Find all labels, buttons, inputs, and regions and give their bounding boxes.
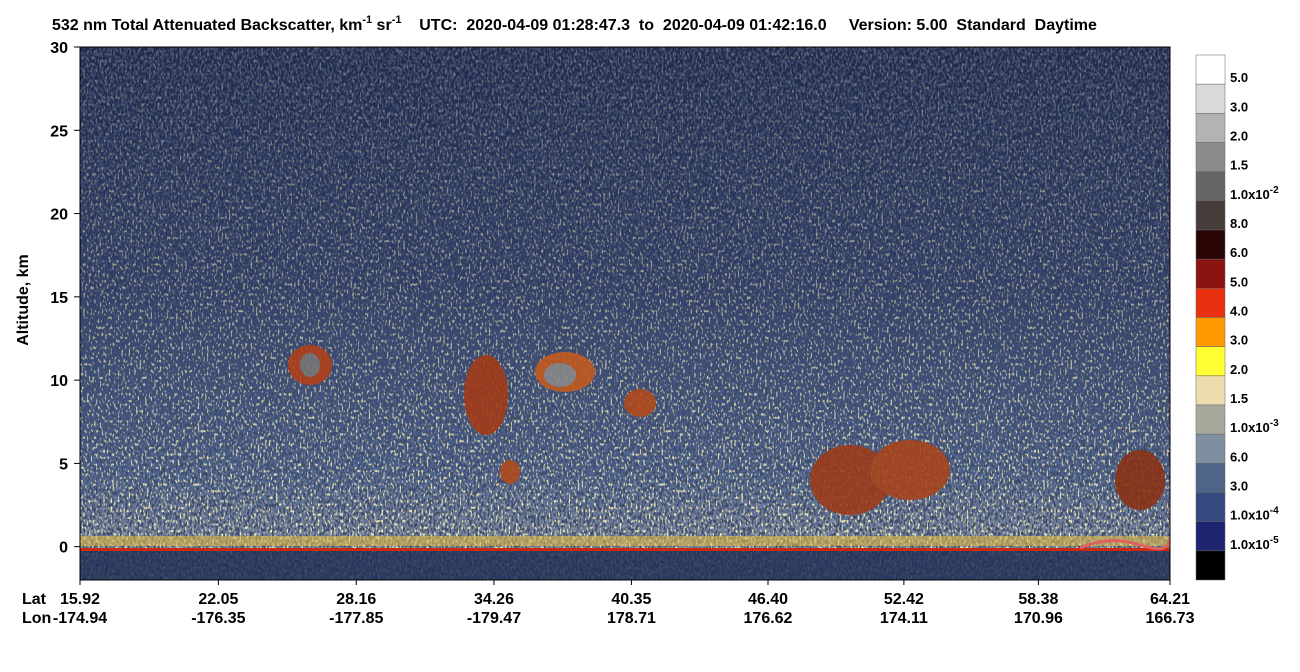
- x-tick-label: 46.40: [748, 591, 788, 608]
- colorbar-swatch: [1195, 317, 1226, 347]
- colorbar-swatch: [1195, 492, 1226, 522]
- colorbar-label: 5.0: [1230, 274, 1248, 289]
- y-tick-label: 0: [59, 540, 68, 557]
- colorbar-label: 3.0: [1230, 479, 1248, 494]
- chart-title: 532 nm Total Attenuated Backscatter, km-…: [52, 14, 1097, 34]
- colorbar-swatch: [1195, 171, 1226, 202]
- y-tick-label: 15: [50, 290, 68, 307]
- colorbar-swatch: [1195, 142, 1226, 172]
- colorbar-swatch: [1195, 404, 1226, 435]
- colorbar-swatch: [1195, 258, 1226, 289]
- x2-tick-label: 170.96: [1014, 610, 1063, 627]
- x-tick-label: 28.16: [336, 591, 376, 608]
- x2-tick-label: -179.47: [467, 610, 521, 627]
- colorbar-label-exponent: -5: [1270, 535, 1279, 546]
- colorbar-label-text: 5.0: [1230, 70, 1248, 85]
- colorbar-label-exponent: -3: [1270, 418, 1279, 429]
- x-tick-label: 40.35: [611, 591, 651, 608]
- colorbar-label-text: 8.0: [1230, 216, 1248, 231]
- colorbar-swatch: [1195, 288, 1226, 318]
- colorbar-label-text: 6.0: [1230, 449, 1248, 464]
- colorbar-label: 8.0: [1230, 216, 1248, 231]
- colorbar-label: 1.0x10-5: [1230, 535, 1279, 552]
- colorbar-label-exponent: -4: [1270, 506, 1279, 517]
- lat-row-label: Lat: [22, 591, 47, 608]
- colorbar-label: 1.0x10-3: [1230, 418, 1279, 435]
- colorbar-swatch: [1195, 550, 1226, 581]
- title-text: 532 nm Total Attenuated Backscatter, km: [52, 17, 362, 34]
- colorbar-label-text: 5.0: [1230, 274, 1248, 289]
- colorbar-label: 2.0: [1230, 362, 1248, 377]
- colorbar-label-text: 1.5: [1230, 158, 1248, 173]
- colorbar-label: 1.0x10-4: [1230, 506, 1279, 523]
- colorbar-swatch: [1195, 83, 1226, 114]
- colorbar-swatch: [1195, 521, 1226, 552]
- title-text: UTC: 2020-04-09 01:28:47.3 to 2020-04-09…: [401, 17, 1097, 34]
- colorbar-label-text: 2.0: [1230, 362, 1248, 377]
- x2-tick-label: 166.73: [1146, 610, 1195, 627]
- colorbar-label-text: 1.0x10: [1230, 508, 1270, 523]
- colorbar-label: 1.5: [1230, 158, 1248, 173]
- y-tick-label: 30: [50, 40, 68, 57]
- colorbar-swatch: [1195, 113, 1226, 143]
- colorbar-label: 2.0: [1230, 129, 1248, 144]
- colorbar-label: 6.0: [1230, 449, 1248, 464]
- title-text: sr: [372, 17, 392, 34]
- x-tick-label: 52.42: [884, 591, 924, 608]
- colorbar-swatch: [1195, 346, 1226, 377]
- colorbar-label-text: 1.0x10: [1230, 537, 1270, 552]
- x2-tick-label: 178.71: [607, 610, 656, 627]
- y-tick-label: 20: [50, 207, 68, 224]
- y-tick-label: 5: [59, 456, 68, 473]
- colorbar-swatch: [1195, 229, 1226, 260]
- colorbar-label-text: 3.0: [1230, 333, 1248, 348]
- colorbar-label-text: 1.5: [1230, 391, 1248, 406]
- x2-tick-label: -176.35: [191, 610, 245, 627]
- colorbar-label: 1.0x10-2: [1230, 185, 1279, 202]
- colorbar-swatch: [1195, 200, 1226, 231]
- y-axis-label: Altitude, km: [15, 254, 32, 346]
- plot-frame: [79, 46, 1171, 581]
- colorbar-label: 3.0: [1230, 333, 1248, 348]
- x2-tick-label: -177.85: [329, 610, 383, 627]
- title-superscript: -1: [392, 14, 402, 26]
- colorbar-label-text: 3.0: [1230, 479, 1248, 494]
- y-tick-label: 10: [50, 373, 68, 390]
- colorbar-swatch: [1195, 54, 1226, 85]
- x2-tick-label: 176.62: [744, 610, 793, 627]
- colorbar-label-exponent: -2: [1270, 185, 1279, 196]
- colorbar-label-text: 4.0: [1230, 304, 1248, 319]
- x-tick-label: 34.26: [474, 591, 514, 608]
- colorbar-label-text: 2.0: [1230, 129, 1248, 144]
- colorbar-label: 3.0: [1230, 99, 1248, 114]
- colorbar-label: 1.5: [1230, 391, 1248, 406]
- x-tick-label: 64.21: [1150, 591, 1190, 608]
- y-tick-label: 25: [50, 123, 68, 140]
- x2-tick-label: 174.11: [880, 610, 928, 627]
- colorbar-swatch: [1195, 463, 1226, 493]
- colorbar-label-text: 6.0: [1230, 245, 1248, 260]
- x-tick-label: 22.05: [198, 591, 238, 608]
- colorbar-swatch: [1195, 375, 1226, 406]
- lon-row-label: Lon: [22, 610, 51, 627]
- title-superscript: -1: [362, 14, 372, 26]
- x2-tick-label: -174.94: [53, 610, 107, 627]
- x-tick-label: 15.92: [60, 591, 100, 608]
- colorbar-swatch: [1195, 433, 1226, 464]
- colorbar-label-text: 1.0x10: [1230, 420, 1270, 435]
- backscatter-image: [80, 47, 1170, 580]
- colorbar-label: 4.0: [1230, 304, 1248, 319]
- colorbar-label: 5.0: [1230, 70, 1248, 85]
- colorbar-label-text: 1.0x10: [1230, 187, 1270, 202]
- colorbar-label-text: 3.0: [1230, 99, 1248, 114]
- colorbar-label: 6.0: [1230, 245, 1248, 260]
- x-tick-label: 58.38: [1018, 591, 1058, 608]
